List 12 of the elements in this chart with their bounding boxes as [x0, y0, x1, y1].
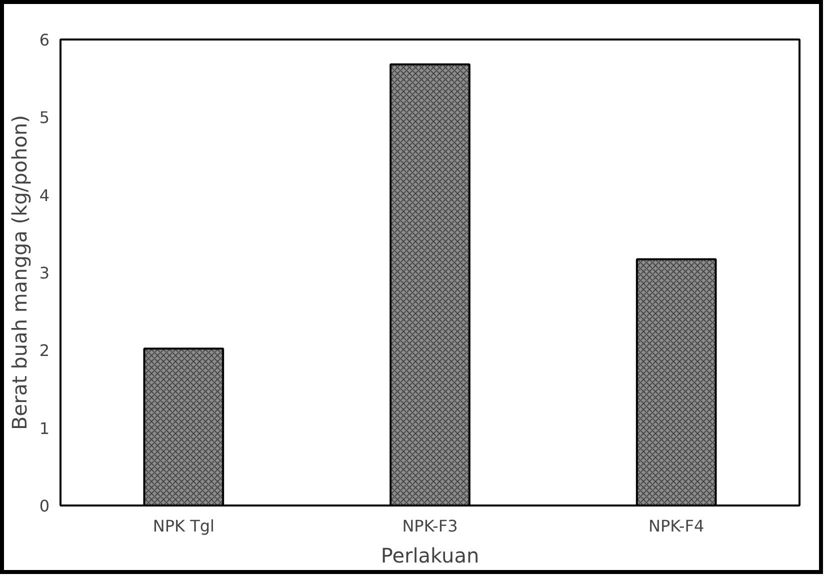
x-tick-label: NPK-F3 [402, 516, 458, 536]
y-tick-label: 0 [39, 496, 50, 516]
y-axis-title: Berat buah mangga (kg/pohon) [7, 115, 32, 430]
y-tick-label: 6 [39, 30, 50, 50]
x-tick-label: NPK-F4 [648, 516, 704, 536]
x-tick-label: NPK Tgl [152, 516, 214, 536]
x-axis-title: Perlakuan [380, 544, 480, 568]
y-tick-label: 3 [39, 264, 50, 282]
y-tick-label: 1 [39, 418, 50, 438]
y-tick-label: 2 [39, 341, 50, 360]
y-tick-label: 4 [39, 186, 50, 205]
y-tick-label: 5 [39, 108, 50, 128]
